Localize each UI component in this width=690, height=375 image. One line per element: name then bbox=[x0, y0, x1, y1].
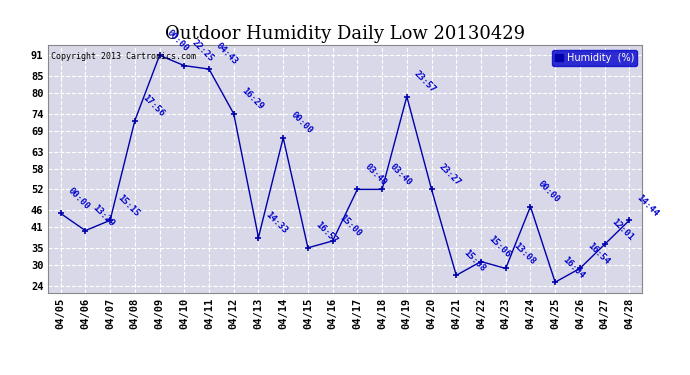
Text: 00:00: 00:00 bbox=[288, 110, 314, 136]
Text: 16:29: 16:29 bbox=[239, 86, 265, 112]
Text: 00:00: 00:00 bbox=[536, 179, 562, 204]
Text: 22:25: 22:25 bbox=[190, 38, 215, 63]
Text: 17:56: 17:56 bbox=[140, 93, 166, 118]
Text: 04:43: 04:43 bbox=[215, 42, 240, 67]
Text: Copyright 2013 Cartronics.com: Copyright 2013 Cartronics.com bbox=[51, 53, 196, 62]
Text: 16:57: 16:57 bbox=[313, 220, 339, 246]
Text: 03:40: 03:40 bbox=[388, 162, 413, 187]
Text: 13:29: 13:29 bbox=[91, 203, 117, 228]
Text: 13:08: 13:08 bbox=[511, 241, 537, 266]
Text: 16:04: 16:04 bbox=[561, 255, 586, 280]
Text: 00:00: 00:00 bbox=[66, 186, 92, 211]
Text: 23:57: 23:57 bbox=[413, 69, 437, 94]
Text: 15:06: 15:06 bbox=[486, 234, 512, 260]
Text: 15:58: 15:58 bbox=[462, 248, 487, 273]
Text: 14:44: 14:44 bbox=[635, 193, 660, 218]
Legend: Humidity  (%): Humidity (%) bbox=[552, 50, 637, 66]
Text: 00:00: 00:00 bbox=[165, 28, 190, 53]
Text: 14:33: 14:33 bbox=[264, 210, 289, 236]
Text: 16:54: 16:54 bbox=[585, 241, 611, 266]
Text: 15:15: 15:15 bbox=[116, 193, 141, 218]
Text: 15:00: 15:00 bbox=[338, 213, 364, 239]
Text: 12:01: 12:01 bbox=[610, 217, 635, 242]
Text: 23:27: 23:27 bbox=[437, 162, 462, 187]
Text: 03:40: 03:40 bbox=[363, 162, 388, 187]
Title: Outdoor Humidity Daily Low 20130429: Outdoor Humidity Daily Low 20130429 bbox=[165, 26, 525, 44]
